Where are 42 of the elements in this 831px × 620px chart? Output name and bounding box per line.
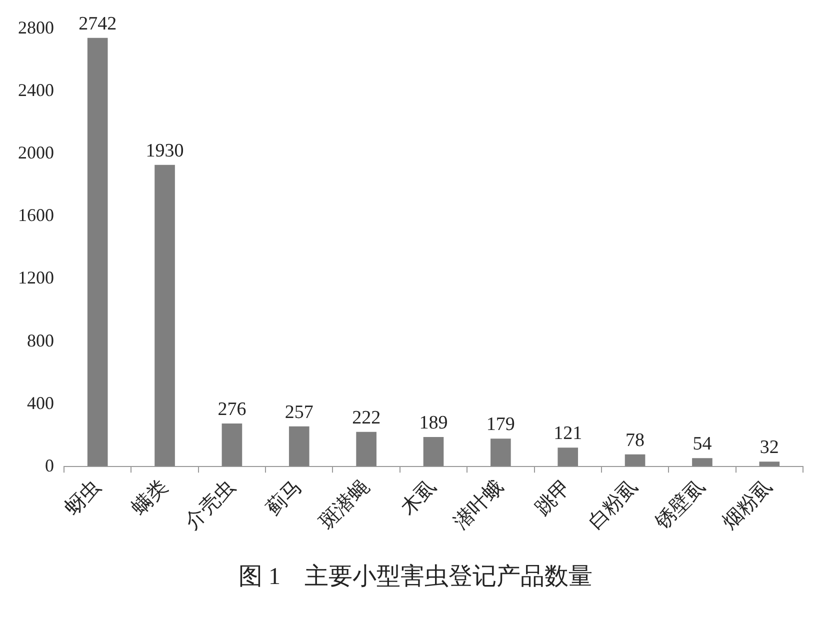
data-label: 179 [486,414,515,436]
bar [759,462,780,466]
data-label: 54 [692,434,712,455]
x-tick-label: 锈壁虱 [650,476,710,534]
y-tick-label: 0 [45,455,54,476]
data-label: 32 [760,437,779,458]
bar [154,164,175,466]
data-label: 78 [626,430,645,451]
x-tick-label: 白粉虱 [584,476,642,534]
x-tick-label: 跳甲 [531,476,576,520]
bar [692,458,712,466]
x-tick-label: 蚜虫 [61,476,105,520]
data-label: 222 [352,407,381,428]
x-tick-label: 蓟马 [262,476,306,520]
data-label: 2742 [78,13,117,34]
bar [558,448,578,466]
x-tick-label: 螨类 [128,476,172,520]
x-tick-label: 木虱 [396,476,441,520]
bar [288,426,310,466]
x-tick-label: 烟粉虱 [718,476,777,534]
x-tick-label: 介壳虫 [181,476,240,534]
x-tick-label: 斑潜蝇 [316,476,374,534]
x-tick-label: 潜叶蛾 [450,476,508,534]
y-tick-label: 800 [27,330,54,350]
bar [222,423,242,466]
data-label: 1930 [146,140,184,162]
y-tick-label: 1200 [18,268,54,288]
y-tick-label: 2000 [18,142,54,163]
bar [87,38,108,466]
bar [423,437,444,466]
y-tick-label: 2800 [18,18,54,38]
bar [356,432,376,466]
y-tick-label: 400 [27,392,54,413]
bar [490,438,511,466]
data-label: 257 [284,402,314,423]
bar [624,454,646,466]
data-label: 276 [218,398,246,420]
data-label: 121 [554,423,582,444]
text: 图 1 主要小型害虫登记产品数量 [238,562,594,592]
y-tick-label: 1600 [18,205,54,226]
data-label: 189 [419,412,448,434]
y-tick-label: 2400 [18,80,54,100]
